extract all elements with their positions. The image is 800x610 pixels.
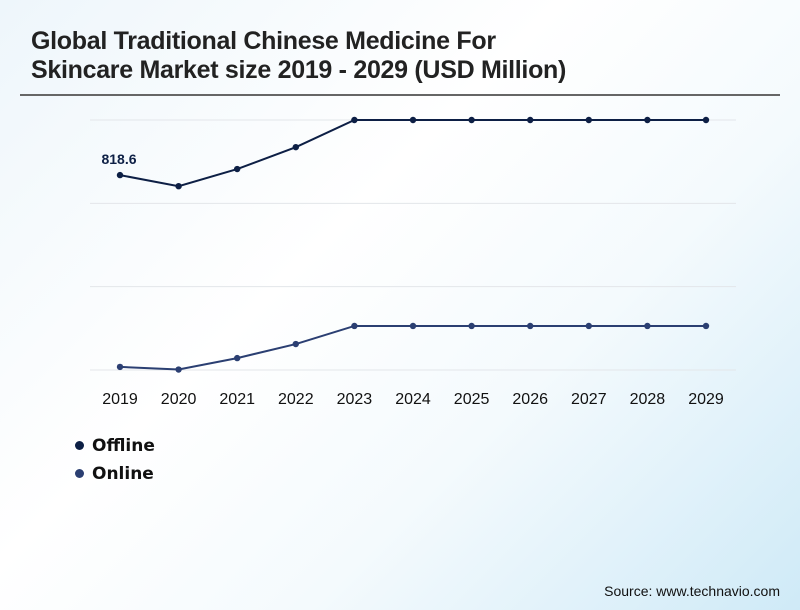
data-point-online: [644, 322, 651, 330]
x-tick-label: 2028: [630, 391, 666, 408]
data-point-offline: [468, 116, 475, 124]
data-label: 818.6: [101, 151, 136, 167]
chart-title: Global Traditional Chinese Medicine For …: [31, 27, 567, 84]
x-tick-label: 2029: [688, 391, 724, 408]
series-line-online: [119, 324, 706, 371]
x-tick-label: 2025: [454, 391, 490, 408]
source-note: Source: www.technavio.com: [604, 583, 780, 599]
data-point-online: [585, 322, 592, 330]
legend-item-offline: Offline: [75, 436, 155, 456]
x-tick-label: 2020: [161, 391, 197, 408]
online-legend-marker: [75, 469, 84, 478]
data-point-offline: [585, 116, 592, 124]
data-point-offline: [351, 116, 358, 124]
x-tick-label: 2023: [337, 391, 373, 408]
data-point-offline: [527, 116, 534, 124]
data-point-offline: [116, 171, 124, 179]
x-tick-label: 2021: [219, 391, 255, 408]
data-point-offline: [234, 165, 241, 173]
legend-label: Online: [92, 464, 154, 484]
x-tick-label: 2024: [395, 391, 431, 408]
offline-legend-marker: [75, 441, 84, 450]
x-tick-label: 2022: [278, 391, 314, 408]
data-point-offline: [292, 143, 299, 151]
x-tick-label: 2026: [512, 391, 548, 408]
data-point-offline: [175, 182, 182, 190]
data-point-offline: [409, 116, 417, 124]
legend-item-online: Online: [75, 464, 154, 484]
title-divider: [20, 94, 780, 96]
series-line-offline: [119, 119, 706, 188]
x-tick-label: 2027: [571, 391, 607, 408]
data-point-online: [175, 366, 182, 373]
data-point-online: [234, 354, 241, 362]
data-point-offline: [644, 116, 651, 124]
data-point-online: [351, 322, 358, 330]
data-point-offline: [702, 116, 710, 124]
data-point-online: [468, 322, 475, 330]
data-point-online: [292, 340, 299, 348]
data-point-online: [527, 322, 534, 330]
data-point-online: [702, 322, 710, 330]
data-point-online: [409, 322, 417, 330]
x-tick-label: 2019: [102, 391, 138, 408]
legend-label: Offline: [92, 436, 155, 456]
data-point-online: [116, 363, 124, 371]
